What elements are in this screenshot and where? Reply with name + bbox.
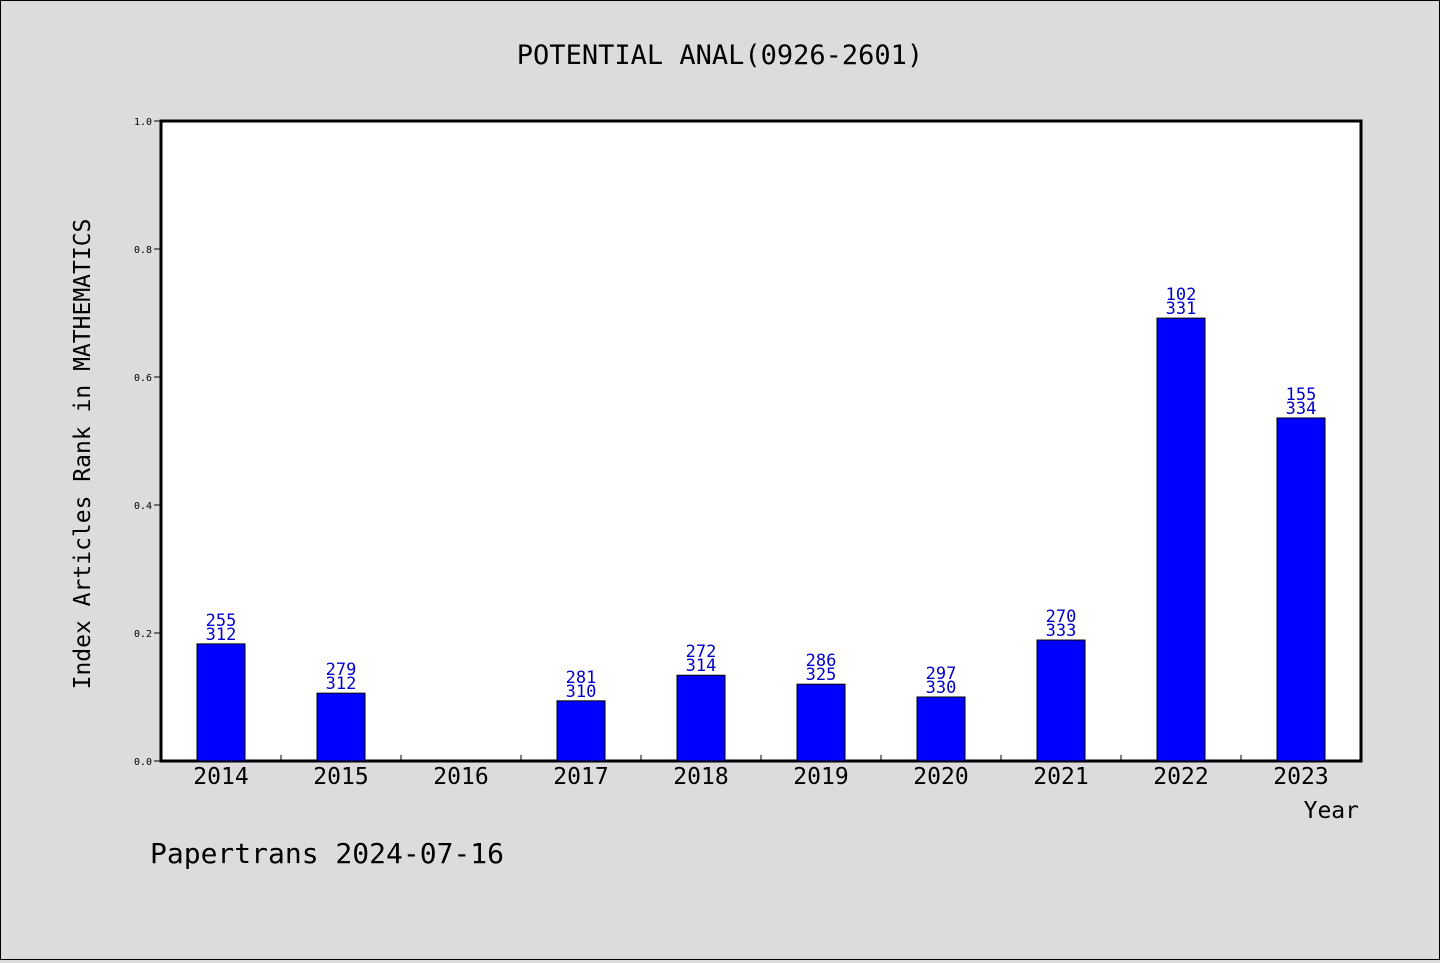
bar-label-bottom: 325 bbox=[806, 665, 837, 685]
bar-label-top: 255 bbox=[206, 611, 237, 631]
y-tick-label: 0.6 bbox=[134, 373, 152, 384]
y-tick-label: 0.0 bbox=[134, 757, 152, 768]
x-tick-label: 2023 bbox=[1273, 764, 1328, 790]
bar-label-bottom: 333 bbox=[1046, 621, 1077, 641]
y-axis-label: Index Articles Rank in MATHEMATICS bbox=[70, 219, 96, 690]
bar-label-top: 286 bbox=[806, 651, 837, 671]
chart-title: POTENTIAL ANAL(0926-2601) bbox=[517, 40, 923, 71]
footer-credit: Papertrans 2024-07-16 bbox=[150, 837, 504, 870]
bar-label-bottom: 334 bbox=[1286, 399, 1317, 419]
y-tick-label: 0.2 bbox=[134, 629, 152, 640]
bar-label-top: 279 bbox=[326, 660, 357, 680]
bar-2022 bbox=[1156, 317, 1206, 762]
x-tick-label: 2019 bbox=[793, 764, 848, 790]
x-tick-label: 2017 bbox=[553, 764, 608, 790]
bar-label-top: 297 bbox=[926, 664, 957, 684]
bar-label-top: 270 bbox=[1046, 607, 1077, 627]
bar-label-top: 155 bbox=[1286, 385, 1317, 405]
bar-label-bottom: 310 bbox=[566, 682, 597, 702]
x-tick-label: 2021 bbox=[1033, 764, 1088, 790]
bar-2014 bbox=[196, 643, 246, 762]
x-axis-label: Year bbox=[1304, 798, 1359, 824]
x-tick-label: 2016 bbox=[433, 764, 488, 790]
y-tick-label: 0.4 bbox=[134, 501, 152, 512]
bar-2023 bbox=[1276, 417, 1326, 762]
x-tick-label: 2020 bbox=[913, 764, 968, 790]
bar-2020 bbox=[916, 696, 966, 762]
bar-2021 bbox=[1036, 639, 1086, 762]
y-tick-label: 0.8 bbox=[134, 245, 152, 256]
bar-label-bottom: 330 bbox=[926, 678, 957, 698]
bar-label-bottom: 312 bbox=[326, 674, 357, 694]
x-axis: 2014 2015 2016 2017 2018 2019 2020 2021 2022 2023 bbox=[193, 755, 1329, 790]
bar-2019 bbox=[796, 683, 846, 762]
bars-group bbox=[196, 317, 1326, 762]
y-axis: 0.0 0.2 0.4 0.6 0.8 1.0 bbox=[134, 117, 161, 768]
bar-2017 bbox=[556, 700, 606, 762]
bar-label-bottom: 312 bbox=[206, 625, 237, 645]
bar-label-top: 102 bbox=[1166, 285, 1197, 305]
x-tick-label: 2022 bbox=[1153, 764, 1208, 790]
bar-2018 bbox=[676, 674, 726, 762]
x-tick-label: 2015 bbox=[313, 764, 368, 790]
x-tick-label: 2014 bbox=[193, 764, 248, 790]
bar-label-top: 272 bbox=[686, 642, 717, 662]
bar-label-bottom: 331 bbox=[1166, 299, 1197, 319]
x-tick-label: 2018 bbox=[673, 764, 728, 790]
bar-2015 bbox=[316, 692, 366, 762]
bar-label-bottom: 314 bbox=[686, 656, 717, 676]
y-tick-label: 1.0 bbox=[134, 117, 152, 128]
bar-label-top: 281 bbox=[566, 668, 597, 688]
